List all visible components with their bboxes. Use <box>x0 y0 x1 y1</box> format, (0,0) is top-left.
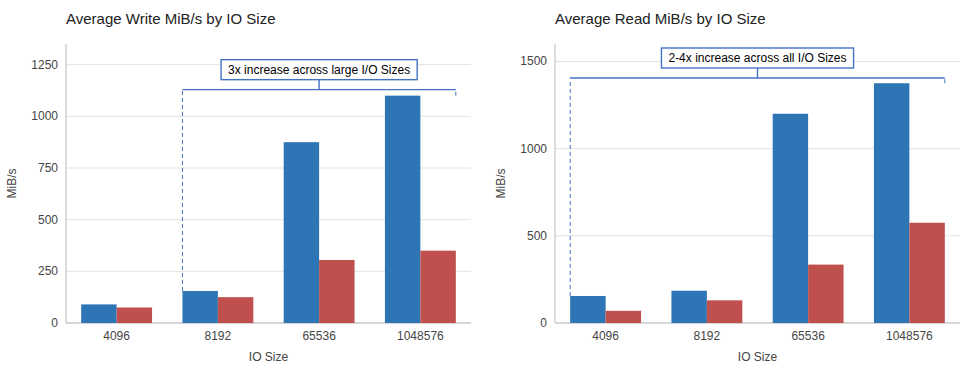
x-tick-label: 65536 <box>791 329 825 343</box>
annotation-bracket <box>570 68 945 296</box>
chart-title: Average Read MiB/s by IO Size <box>555 10 766 27</box>
figure: Average Write MiB/s by IO Size 0 250 500 750… <box>0 0 978 373</box>
chart-title: Average Write MiB/s by IO Size <box>66 10 276 27</box>
x-tick-label: 1048576 <box>886 329 933 343</box>
y-tick-label: 500 <box>527 229 547 243</box>
y-tick-label: 1500 <box>520 54 547 68</box>
annotation-text: 2-4x increase across all I/O Sizes <box>668 51 846 65</box>
bracket-dash <box>182 90 183 291</box>
bar <box>874 83 909 323</box>
y-tick-label: 1000 <box>520 142 547 156</box>
panel: Average Write MiB/s by IO Size 0 250 500 750… <box>5 10 471 364</box>
y-axis-label: MiB/s <box>494 169 508 199</box>
y-tick-label: 0 <box>51 316 58 330</box>
bar <box>117 308 152 324</box>
bracket-dash <box>455 90 456 96</box>
y-tick-label: 250 <box>38 264 58 278</box>
bars <box>570 83 945 323</box>
bar <box>808 265 843 323</box>
x-tick-label: 4096 <box>592 329 619 343</box>
x-tick-label: 4096 <box>103 329 130 343</box>
x-tick-label: 1048576 <box>397 329 444 343</box>
bracket-dash <box>570 78 571 296</box>
bar <box>773 114 808 323</box>
y-axis-line <box>66 44 67 323</box>
y-tick-label: 1250 <box>31 58 58 72</box>
annotation-bracket <box>182 80 455 291</box>
annotation-box <box>221 60 417 80</box>
x-axis-label: IO Size <box>249 350 289 364</box>
bracket-stem <box>318 80 319 90</box>
bracket-dash <box>944 78 945 83</box>
bar <box>284 142 319 323</box>
bar <box>707 300 742 323</box>
bar <box>218 297 253 323</box>
y-tick-label: 500 <box>38 213 58 227</box>
bar <box>671 291 706 323</box>
y-axis-line <box>555 44 556 323</box>
y-tick-label: 1000 <box>31 109 58 123</box>
x-tick-label: 8192 <box>205 329 232 343</box>
y-axis-label: MiB/s <box>5 169 19 199</box>
bracket-stem <box>757 68 758 78</box>
x-axis-label: IO Size <box>738 350 778 364</box>
annotation-text: 3x increase across large I/O Sizes <box>228 63 410 77</box>
y-tick-label: 750 <box>38 161 58 175</box>
panel: Average Read MiB/s by IO Size 0 500 1000 150… <box>494 10 960 364</box>
x-tick-label: 65536 <box>302 329 336 343</box>
bar <box>81 304 116 323</box>
bar <box>385 96 420 323</box>
bar <box>570 296 605 323</box>
annotation-box <box>661 48 853 68</box>
bars <box>81 96 456 323</box>
y-tick-label: 0 <box>540 316 547 330</box>
bar <box>606 311 641 323</box>
bar <box>319 260 354 323</box>
bar <box>182 291 217 323</box>
x-tick-label: 8192 <box>694 329 721 343</box>
bar <box>420 251 455 323</box>
bar <box>909 223 944 323</box>
